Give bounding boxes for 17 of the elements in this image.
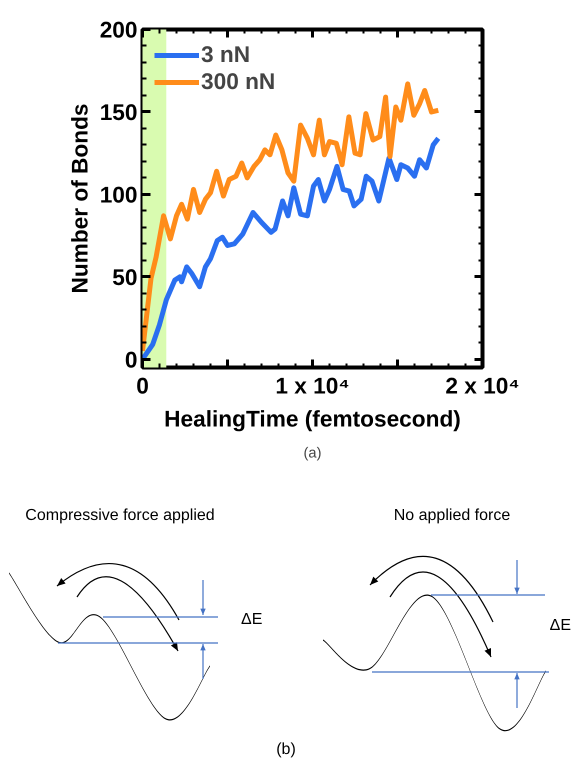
x-axis-title: HealingTime (femtosecond) <box>164 406 461 432</box>
y-axis-title: Number of Bonds <box>66 103 93 294</box>
text: (b) <box>276 741 296 758</box>
y-tick-label: 150 <box>100 98 138 125</box>
legend-label: 300 nN <box>201 68 276 95</box>
x-tick-label: 1 x 10⁴ <box>275 372 350 398</box>
y-tick-label: 0 <box>124 346 138 372</box>
y-tick-label: 50 <box>112 264 138 290</box>
text: No applied force <box>394 507 510 524</box>
legend-label: 3 nN <box>201 41 250 68</box>
x-tick-label: 2 x 10⁴ <box>445 372 520 398</box>
y-tick-label: 200 <box>100 16 138 42</box>
y-tick-label: 100 <box>100 181 138 208</box>
text: ΔE <box>550 617 571 634</box>
text: ΔE <box>241 611 262 628</box>
text: Compressive force applied <box>25 507 215 524</box>
text: (a) <box>304 446 322 462</box>
